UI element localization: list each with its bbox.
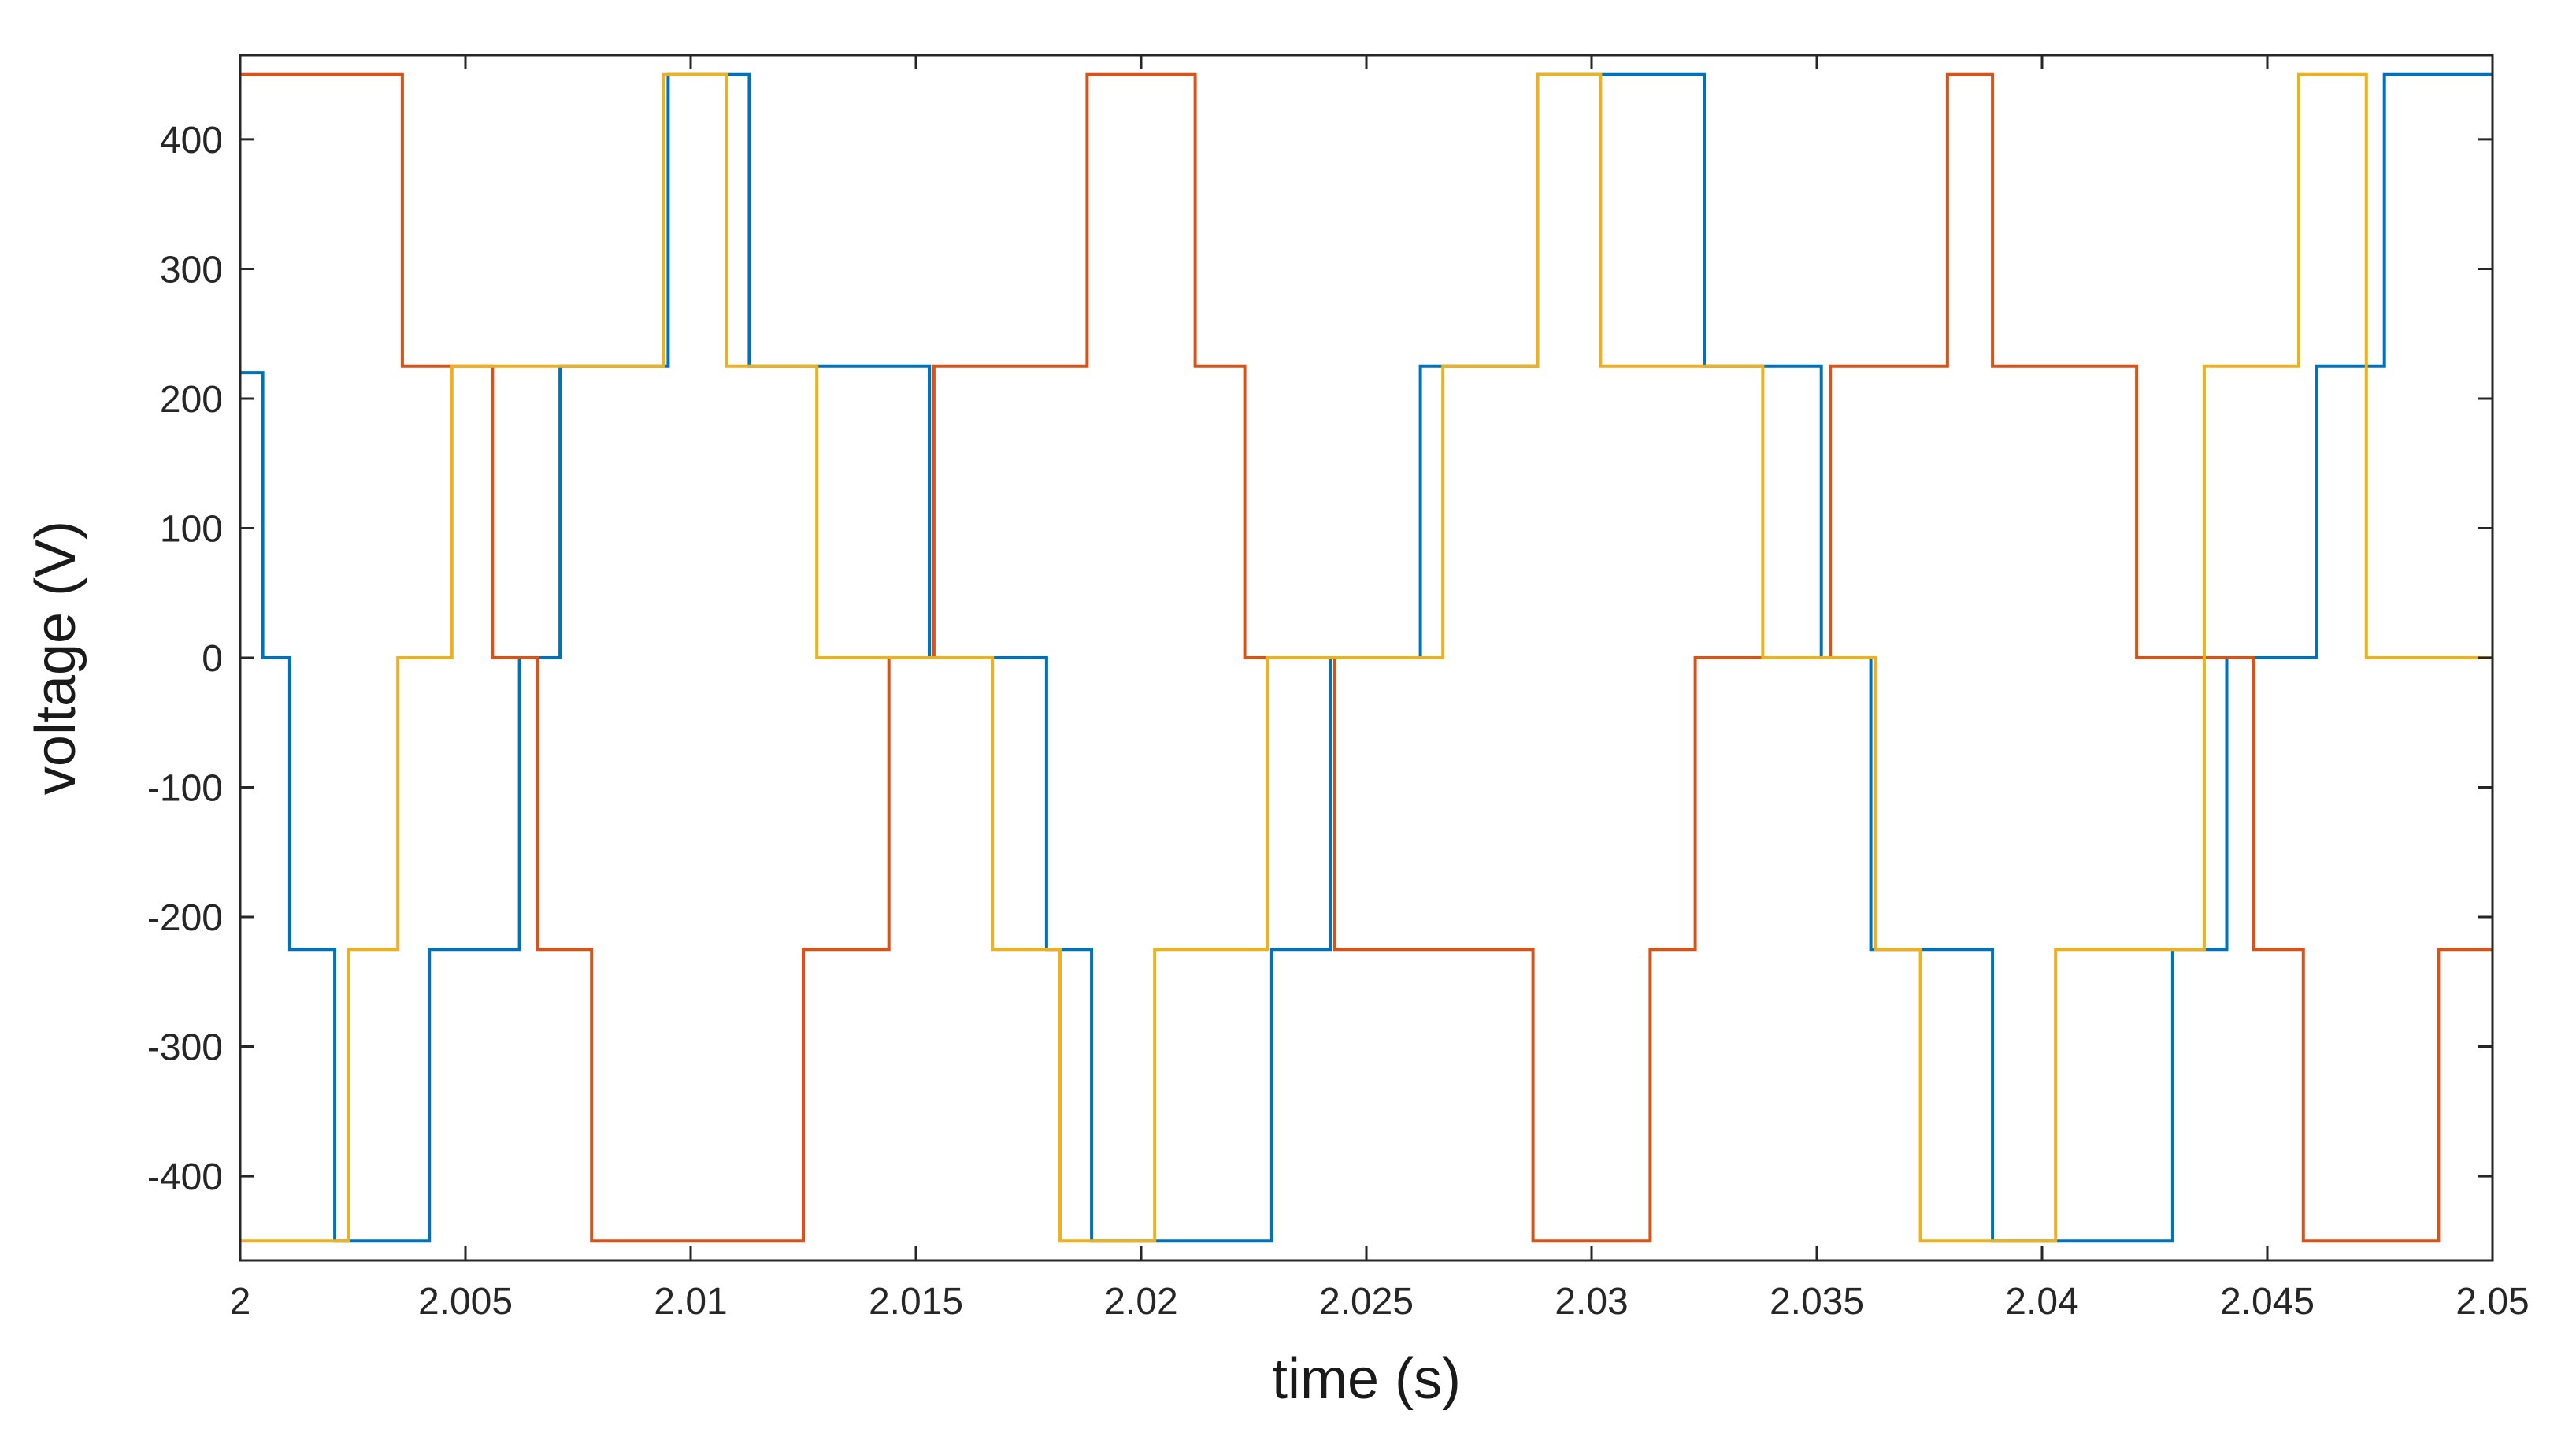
y-tick-label: -300 — [147, 1027, 223, 1069]
series-line-phase-C — [240, 72, 2493, 1243]
x-tick-label: 2 — [230, 1281, 251, 1323]
series-layer — [240, 72, 2493, 1243]
series-line-phase-B — [240, 72, 2493, 1243]
y-tick-label: 100 — [160, 508, 223, 550]
x-tick-label: 2.01 — [654, 1281, 727, 1323]
x-axis-title: time (s) — [1272, 1348, 1461, 1411]
y-tick-label: 200 — [160, 379, 223, 421]
y-tick-label: -200 — [147, 897, 223, 939]
x-tick-label: 2.015 — [869, 1281, 963, 1323]
x-tick-label: 2.005 — [418, 1281, 513, 1323]
x-tick-label: 2.035 — [1770, 1281, 1864, 1323]
x-tick-label: 2.03 — [1555, 1281, 1628, 1323]
x-tick-label: 2.02 — [1104, 1281, 1177, 1323]
x-tick-label: 2.04 — [2005, 1281, 2078, 1323]
x-tick-label: 2.025 — [1319, 1281, 1414, 1323]
series-line-phase-A — [240, 72, 2493, 1243]
y-axis-title: voltage (V) — [24, 521, 87, 795]
x-tick-label: 2.045 — [2220, 1281, 2315, 1323]
y-axis: -400 -300 -200 -100 0 100 200 300 400 — [147, 120, 2493, 1198]
x-tick-label: 2.05 — [2456, 1281, 2529, 1323]
y-tick-label: -100 — [147, 768, 223, 810]
y-tick-label: 400 — [160, 120, 223, 161]
x-axis: 2 2.005 2.01 2.015 2.02 2.025 2.03 2.035 2.04 2.0… — [230, 55, 2530, 1323]
y-tick-label: 0 — [202, 638, 223, 680]
y-tick-label: 300 — [160, 249, 223, 291]
y-tick-label: -400 — [147, 1156, 223, 1198]
